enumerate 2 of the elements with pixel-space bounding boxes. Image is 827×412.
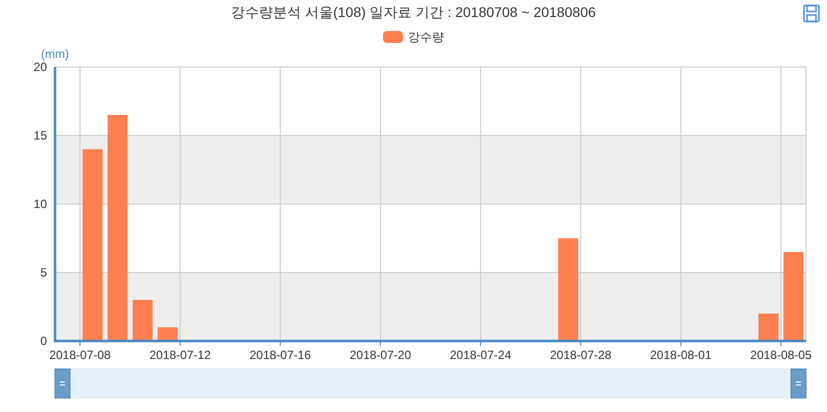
title: 강수량분석 서울(108) 일자료 기간 : 20180708 ~ 20180806	[231, 4, 596, 20]
legend-label: 강수량	[408, 30, 444, 44]
